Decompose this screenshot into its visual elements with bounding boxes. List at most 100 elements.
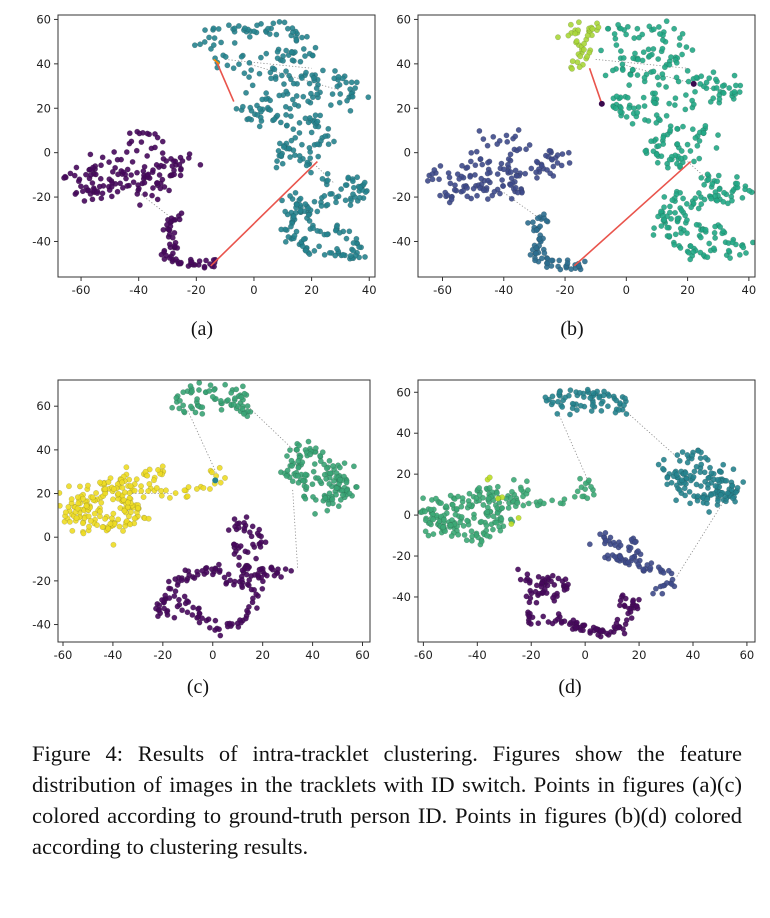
data-point [153, 162, 160, 168]
data-point [145, 488, 152, 494]
data-point [221, 574, 228, 581]
data-point [151, 477, 157, 484]
data-point [350, 247, 357, 254]
data-point [478, 518, 485, 525]
data-point [693, 74, 700, 81]
data-point [716, 186, 723, 193]
axes-frame [417, 379, 756, 643]
data-point [350, 178, 356, 185]
data-point [623, 114, 630, 120]
data-point [661, 456, 667, 463]
data-point [632, 50, 638, 57]
data-point [478, 175, 485, 182]
data-point [566, 160, 573, 166]
data-point [115, 490, 122, 497]
data-point [625, 24, 631, 30]
data-point [671, 241, 678, 248]
data-point [655, 143, 662, 149]
x-tick-label: 60 [355, 648, 370, 662]
data-point [698, 234, 704, 241]
point-cluster [153, 514, 295, 639]
data-point [598, 408, 605, 414]
data-point [158, 492, 165, 499]
data-point [612, 105, 619, 112]
data-point [472, 172, 478, 178]
data-point [274, 158, 280, 164]
data-point [548, 257, 555, 264]
data-point [648, 138, 654, 145]
data-point [314, 141, 321, 147]
data-point [356, 194, 363, 201]
data-point [118, 156, 124, 163]
data-point [595, 24, 602, 31]
data-point [327, 470, 334, 477]
data-point [256, 526, 263, 533]
data-point [163, 487, 169, 494]
data-point [523, 146, 529, 153]
data-point [584, 495, 591, 502]
data-point [655, 461, 662, 468]
data-point [243, 615, 249, 622]
data-point [74, 494, 81, 500]
data-point [696, 138, 703, 144]
data-point [283, 473, 290, 479]
y-tick-label: 40 [396, 57, 411, 71]
data-point [240, 383, 246, 390]
data-point [176, 405, 183, 412]
x-tick-label: 20 [632, 648, 647, 662]
data-point [713, 76, 719, 83]
data-point [136, 185, 142, 192]
data-point [555, 611, 562, 617]
data-point [159, 176, 166, 183]
data-point [80, 530, 87, 537]
data-point [73, 164, 80, 171]
data-point [102, 486, 109, 492]
data-point [495, 495, 501, 502]
data-point [740, 479, 747, 485]
data-point [539, 163, 545, 169]
data-point [179, 607, 185, 614]
data-point [314, 118, 321, 125]
data-point [290, 126, 297, 132]
data-point [206, 388, 213, 394]
data-point [695, 448, 702, 454]
data-point [119, 484, 126, 491]
data-point [604, 630, 610, 637]
data-point [430, 516, 437, 523]
data-point [626, 605, 632, 612]
y-tick-label: 0 [404, 508, 411, 522]
point-cluster [542, 386, 630, 418]
data-point [217, 567, 223, 574]
data-point [289, 478, 296, 485]
data-point [677, 245, 684, 251]
data-point [218, 406, 225, 413]
data-point [99, 524, 106, 530]
highlight-line [573, 160, 692, 267]
data-point [484, 532, 490, 539]
data-point [515, 566, 521, 573]
data-point [91, 510, 98, 517]
data-point [540, 613, 547, 620]
data-point [555, 34, 561, 41]
data-point [549, 497, 555, 504]
data-point [81, 198, 88, 204]
data-point [618, 48, 624, 54]
data-point [321, 193, 328, 199]
data-point [517, 576, 524, 583]
data-point [105, 479, 112, 485]
data-point [290, 80, 297, 87]
x-tick-label: 0 [250, 283, 257, 297]
data-point [533, 169, 539, 176]
data-point [171, 171, 177, 178]
data-point [448, 533, 455, 539]
data-point [292, 135, 299, 141]
data-point [130, 179, 137, 186]
dotted-connector [620, 63, 719, 91]
data-point [83, 503, 90, 509]
data-point [606, 393, 612, 399]
data-point [656, 81, 662, 88]
data-point [154, 179, 161, 186]
data-point [246, 60, 253, 66]
y-tick-label: -20 [32, 574, 51, 588]
data-point [679, 51, 685, 58]
